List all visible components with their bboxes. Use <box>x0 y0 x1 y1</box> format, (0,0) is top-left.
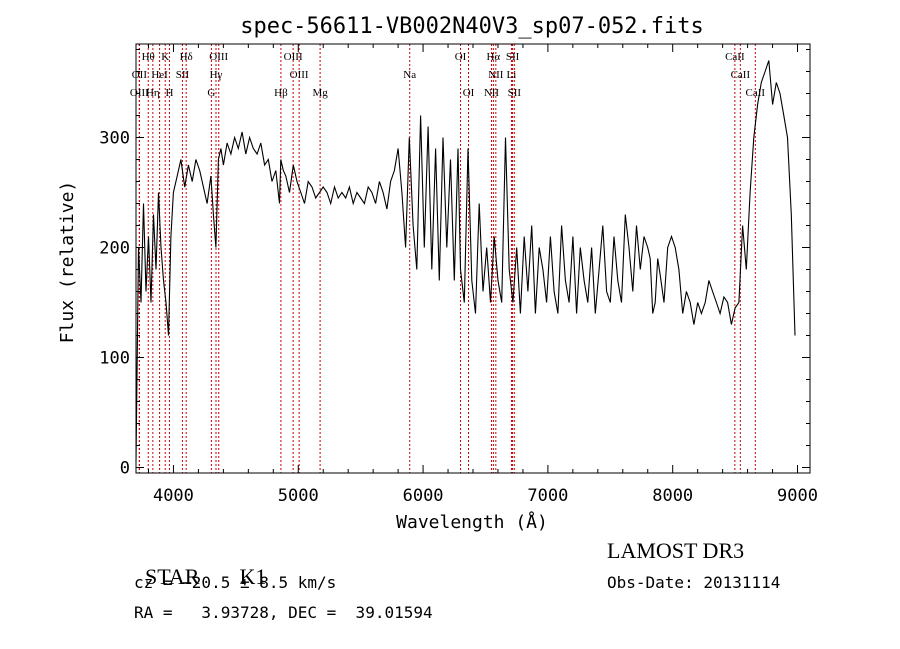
line-label-10: HeI <box>151 69 168 81</box>
line-label-4: OIII <box>284 51 303 63</box>
y-tick-label-0: 0 <box>120 459 130 479</box>
spectrum-line <box>135 60 796 463</box>
line-label-21: G <box>207 87 215 99</box>
line-label-3: OIII <box>209 51 228 63</box>
spectral-line-labels: Hθ K Hδ OIII OIII OI Hα SII CaII OII HeI SII Hγ OIII N… <box>130 51 766 99</box>
x-tick-label-1: 5000 <box>278 486 319 506</box>
line-label-19: Hη <box>146 87 160 99</box>
obs-date: Obs-Date: 20131114 <box>607 573 781 592</box>
line-label-20: H <box>165 87 173 99</box>
x-axis-ticks: 4000 5000 6000 7000 8000 9000 <box>147 44 818 506</box>
line-label-25: NII <box>484 87 500 99</box>
object-classification: STAR K1 <box>134 538 266 590</box>
object-subclass: K1 <box>239 564 267 589</box>
y-tick-label-2: 200 <box>99 239 130 259</box>
line-label-9: OII <box>132 69 148 81</box>
line-label-23: Mg <box>312 87 328 99</box>
line-label-6: Hα <box>486 51 500 63</box>
velocity-readout: cz = −20.5 ± 8.5 km/s <box>134 573 337 592</box>
x-tick-label-0: 4000 <box>153 486 194 506</box>
x-tick-label-3: 7000 <box>527 486 568 506</box>
x-tick-label-5: 9000 <box>777 486 818 506</box>
y-axis-label: Flux (relative) <box>57 181 78 344</box>
line-label-15: NII <box>488 69 504 81</box>
y-axis-ticks: 0 100 200 300 <box>99 49 810 479</box>
line-label-1: K <box>161 51 169 63</box>
coordinates-readout: RA = 3.93728, DEC = 39.01594 <box>134 603 433 622</box>
line-label-26: SII <box>508 87 522 99</box>
line-label-8: CaII <box>725 51 745 63</box>
plot-frame <box>135 43 811 474</box>
survey-name: LAMOST DR3 <box>607 538 745 563</box>
line-label-7: SII <box>506 51 520 63</box>
y-tick-label-3: 300 <box>99 129 130 149</box>
line-label-11: SII <box>176 69 190 81</box>
line-label-17: CaII <box>731 69 751 81</box>
line-label-13: OIII <box>290 69 309 81</box>
x-tick-label-4: 8000 <box>652 486 693 506</box>
line-label-5: OI <box>455 51 467 63</box>
line-label-2: Hδ <box>180 51 193 63</box>
line-label-16: Li <box>507 69 517 81</box>
line-label-0: Hθ <box>142 51 155 63</box>
line-label-12: Hγ <box>210 69 223 81</box>
line-label-24: OI <box>463 87 475 99</box>
x-axis-label: Wavelength (Å) <box>396 511 548 533</box>
object-class: STAR <box>145 564 200 589</box>
line-label-22: Hβ <box>274 87 288 99</box>
y-tick-label-1: 100 <box>99 349 130 369</box>
chart-title: spec-56611-VB002N40V3_sp07-052.fits <box>240 14 704 39</box>
line-label-14: Na <box>403 69 416 81</box>
x-tick-label-2: 6000 <box>403 486 444 506</box>
spectral-line-markers <box>138 44 756 473</box>
line-label-27: CaII <box>746 87 766 99</box>
